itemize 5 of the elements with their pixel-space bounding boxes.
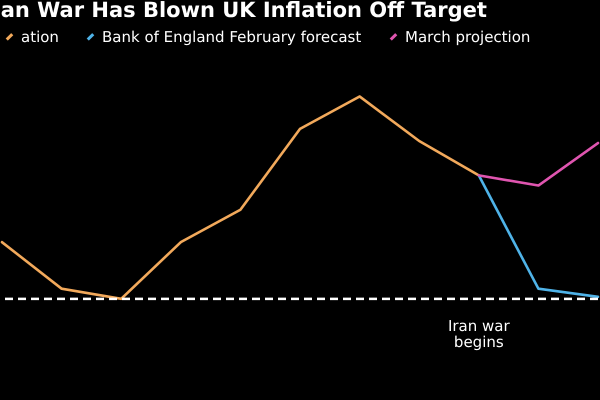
legend-label: Bank of England February forecast <box>102 28 362 46</box>
legend-label: March projection <box>405 28 530 46</box>
legend-label: ation <box>21 28 59 46</box>
text: Iran war begins <box>448 317 510 352</box>
chart-title: an War Has Blown UK Inflation Off Target <box>0 0 487 22</box>
